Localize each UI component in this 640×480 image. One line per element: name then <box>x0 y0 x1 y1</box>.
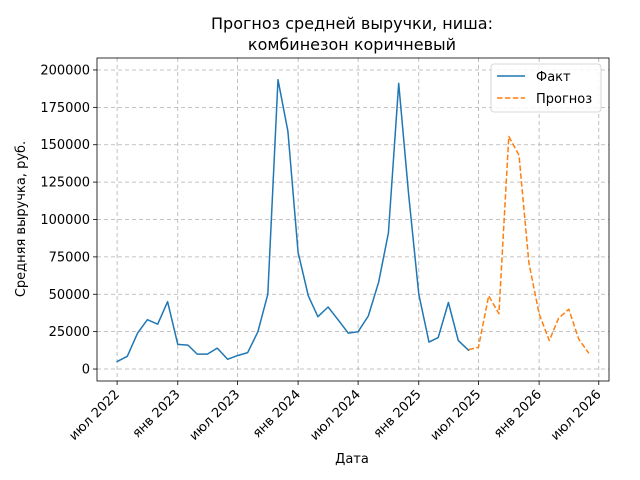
y-tick-label: 125000 <box>40 176 90 191</box>
y-tick-label: 25000 <box>49 325 90 340</box>
y-tick-label: 100000 <box>40 213 90 228</box>
y-tick-label: 200000 <box>40 63 90 78</box>
chart-title-line-2: комбинезон коричневый <box>248 35 456 54</box>
y-axis-ticks: 0 25000 50000 75000 100000 125000 150000 175000… <box>40 63 97 378</box>
y-tick-label: 150000 <box>40 138 90 153</box>
y-axis-label: Средняя выручка, руб. <box>14 141 29 297</box>
series-line-fact <box>116 78 470 363</box>
legend: Факт Прогноз <box>490 63 602 113</box>
chart-title-line-1: Прогноз средней выручки, ниша: <box>211 14 493 33</box>
series-layer <box>116 78 590 363</box>
y-tick-label: 75000 <box>49 250 90 265</box>
grid <box>97 58 609 381</box>
legend-label-forecast: Прогноз <box>536 92 592 107</box>
x-axis-label: Дата <box>335 452 369 467</box>
y-tick-label: 50000 <box>49 288 90 303</box>
y-tick-label: 175000 <box>40 101 90 116</box>
legend-label-fact: Факт <box>536 70 571 85</box>
y-tick-label: 0 <box>82 363 90 378</box>
plot-frame <box>96 57 610 382</box>
series-line-forecast <box>468 135 590 354</box>
